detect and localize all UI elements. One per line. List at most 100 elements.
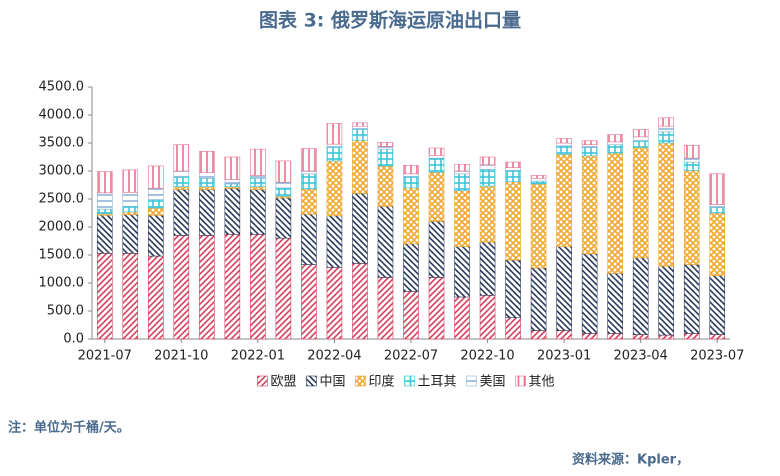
bar-segment <box>224 183 241 187</box>
bar-segment <box>683 161 700 171</box>
bar-segment <box>632 140 649 148</box>
x-tick-label: 2022-04 <box>307 349 361 364</box>
bar-segment <box>607 152 623 274</box>
bar-segment <box>505 167 521 171</box>
bar-segment <box>173 176 190 187</box>
y-tick-label: 2000.0 <box>39 220 85 235</box>
bar-segment <box>377 142 394 147</box>
bar-segment <box>250 177 266 187</box>
bar-segment <box>173 189 190 236</box>
bar-segment <box>377 205 394 278</box>
source: 资料来源：Kpler， <box>572 452 689 468</box>
legend-swatch <box>257 375 268 387</box>
legend-swatch <box>306 375 317 387</box>
bar-segment <box>352 139 368 194</box>
bar-segment <box>658 117 675 127</box>
bar-segment <box>556 246 572 331</box>
bar-segment <box>556 330 572 340</box>
bar-segment <box>199 177 215 187</box>
bar-segment <box>301 170 317 175</box>
bar-segment <box>224 179 241 185</box>
bar-segment <box>530 175 547 179</box>
bar-segment <box>352 263 368 340</box>
bar-segment <box>632 129 649 138</box>
bar-segment <box>581 253 598 334</box>
bar-segment <box>505 181 521 261</box>
bar-segment <box>428 147 445 156</box>
bar-segment <box>530 267 547 331</box>
legend-item: 其他 <box>515 375 555 390</box>
bar-segment <box>632 147 649 259</box>
bar-segment <box>301 173 317 190</box>
bar-segment <box>683 333 700 340</box>
bar-segment <box>607 144 623 154</box>
bar-segment <box>122 211 139 215</box>
legend-item: 美国 <box>466 375 506 390</box>
bar-segment <box>581 140 598 145</box>
bar-segment <box>683 157 700 163</box>
x-tick-label: 2021-07 <box>78 349 132 364</box>
bar-segment <box>505 259 521 319</box>
bar-segment <box>301 213 317 265</box>
bar-segment <box>199 235 215 340</box>
legend-swatch <box>355 375 366 387</box>
bar-segment <box>275 181 292 189</box>
bar-segment <box>632 257 649 335</box>
chart-title: 图表 3: 俄罗斯海运原油出口量 <box>259 9 521 32</box>
bar-segment <box>683 170 700 265</box>
legend-item: 欧盟 <box>257 375 296 390</box>
bar-segment <box>326 160 343 217</box>
bar-segment <box>96 192 113 210</box>
legend-swatch <box>515 375 526 387</box>
bar-segment <box>556 145 572 155</box>
bar-segment <box>479 169 496 187</box>
bar-segment <box>709 173 726 205</box>
bar-segment <box>709 275 726 335</box>
bar-segment <box>479 185 496 243</box>
bar-segment <box>709 212 726 277</box>
bar-segment <box>275 197 292 239</box>
legend-swatch <box>404 375 415 387</box>
bar-segment <box>454 190 470 247</box>
bar-segment <box>250 148 266 176</box>
bar-segment <box>377 277 394 340</box>
bar-segment <box>709 334 726 340</box>
bar-segment <box>607 134 623 143</box>
bar-segment <box>326 215 343 268</box>
bar-segment <box>403 176 419 189</box>
bar-segment <box>301 264 317 340</box>
bar-segment <box>505 161 521 168</box>
bar-segment <box>428 171 445 222</box>
y-tick-label: 2500.0 <box>39 192 85 207</box>
bar-segment <box>428 155 445 159</box>
bar-segment <box>505 317 521 340</box>
bar-segment <box>632 334 649 340</box>
y-tick-label: 3000.0 <box>39 164 85 179</box>
bar-segment <box>224 233 241 340</box>
bar-segment <box>454 296 470 340</box>
bar-segment <box>148 207 164 216</box>
bar-segment <box>658 125 675 133</box>
y-tick-label: 1000.0 <box>39 276 85 291</box>
bar-segment <box>658 265 675 336</box>
bar-segment <box>148 255 164 340</box>
bar-segment <box>709 207 726 214</box>
bar-segment <box>301 188 317 215</box>
legend-item: 土耳其 <box>404 375 457 390</box>
bar-segment <box>96 214 113 254</box>
bar-segment <box>479 156 496 166</box>
bar-segment <box>224 156 241 180</box>
y-tick-label: 4500.0 <box>39 80 85 95</box>
bar-segment <box>122 169 139 193</box>
bar-segment <box>173 186 190 190</box>
legend-swatch <box>466 375 477 387</box>
bar-segment <box>96 171 113 194</box>
legend-label: 土耳其 <box>418 375 457 390</box>
bar-segment <box>275 187 292 197</box>
legend-label: 美国 <box>480 375 506 390</box>
bar-segment <box>377 146 394 150</box>
bar-segment <box>709 204 726 208</box>
bar-segment <box>428 157 445 173</box>
x-tick-label: 2022-01 <box>231 349 285 364</box>
